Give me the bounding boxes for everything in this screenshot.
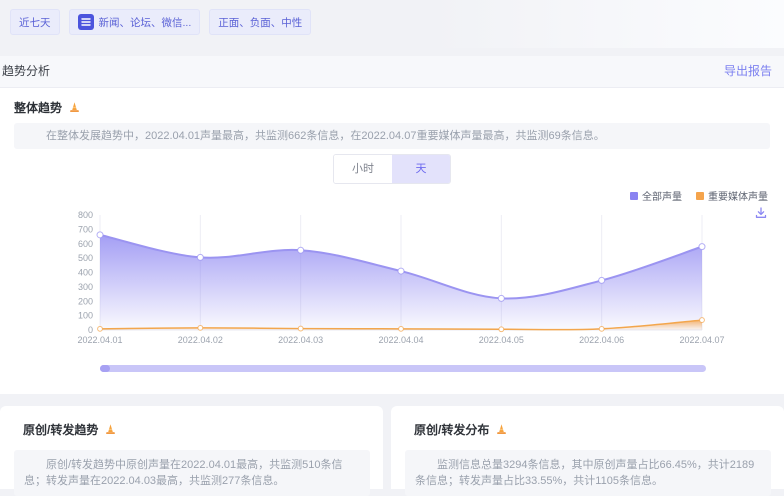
chip-media-sources[interactable]: 新闻、论坛、微信...: [68, 9, 201, 35]
svg-text:600: 600: [78, 239, 93, 249]
toggle-hour-button[interactable]: 小时: [334, 155, 392, 183]
svg-text:500: 500: [78, 253, 93, 263]
svg-text:300: 300: [78, 282, 93, 292]
chart-scrollbar[interactable]: [100, 365, 706, 372]
legend-swatch-total: [630, 191, 638, 200]
overall-summary-text: 在整体发展趋势中，2022.04.01声量最高，共监测662条信息，在2022.…: [14, 123, 770, 149]
award-cone-icon: [495, 423, 508, 436]
filter-chips: 近七天 新闻、论坛、微信... 正面、负面、中性: [10, 9, 312, 35]
chip-media-sources-label: 新闻、论坛、微信...: [98, 16, 192, 29]
svg-text:2022.04.05: 2022.04.05: [479, 335, 524, 345]
svg-text:2022.04.06: 2022.04.06: [579, 335, 624, 345]
download-chart-icon[interactable]: [754, 206, 768, 220]
overall-trend-card: 整体趋势 在整体发展趋势中，2022.04.01声量最高，共监测662条信息，在…: [0, 88, 784, 394]
award-cone-icon: [68, 101, 81, 114]
original-repost-trend-card: 原创/转发趋势 原创/转发趋势中原创声量在2022.04.01最高，共监测510…: [0, 406, 383, 496]
original-repost-trend-summary: 原创/转发趋势中原创声量在2022.04.01最高，共监测510条信息；转发声量…: [14, 450, 370, 496]
legend-swatch-media: [696, 191, 704, 200]
chip-date-range-label: 近七天: [19, 16, 51, 29]
svg-text:0: 0: [88, 325, 93, 335]
granularity-toggle: 小时 天: [333, 154, 451, 184]
legend-label-media: 重要媒体声量: [708, 192, 768, 203]
original-repost-distribution-card: 原创/转发分布 监测信息总量3294条信息，其中原创声量占比66.45%，共计2…: [391, 406, 784, 496]
original-repost-distribution-title: 原创/转发分布: [414, 423, 490, 437]
svg-text:2022.04.03: 2022.04.03: [278, 335, 323, 345]
svg-text:700: 700: [78, 224, 93, 234]
chart-legend: 全部声量 重要媒体声量: [630, 188, 768, 203]
chip-sentiment-label: 正面、负面、中性: [218, 16, 303, 29]
trend-area-chart: 0 100 200 300 400 500 600 700 800 2022.04.01 2022.…: [77, 210, 724, 345]
svg-text:400: 400: [78, 268, 93, 278]
scrollbar-handle[interactable]: [100, 365, 110, 372]
export-report-link[interactable]: 导出报告: [723, 64, 772, 78]
legend-item-total[interactable]: 全部声量: [630, 188, 682, 203]
toggle-day-button[interactable]: 天: [392, 155, 450, 183]
original-repost-trend-title: 原创/转发趋势: [23, 423, 99, 437]
svg-text:200: 200: [78, 296, 93, 306]
chip-sentiment[interactable]: 正面、负面、中性: [209, 9, 312, 35]
svg-text:100: 100: [78, 311, 93, 321]
legend-label-total: 全部声量: [642, 192, 682, 203]
svg-text:800: 800: [78, 210, 93, 220]
section-header: 趋势分析 导出报告: [0, 56, 784, 88]
list-filter-icon: [77, 14, 94, 30]
page-title: 趋势分析: [2, 64, 51, 78]
award-cone-icon: [104, 423, 117, 436]
svg-text:2022.04.02: 2022.04.02: [178, 335, 223, 345]
overall-trend-title: 整体趋势: [14, 101, 63, 115]
original-repost-distribution-summary: 监测信息总量3294条信息，其中原创声量占比66.45%，共计2189条信息；转…: [405, 450, 771, 496]
chip-date-range[interactable]: 近七天: [10, 9, 60, 35]
legend-item-media[interactable]: 重要媒体声量: [696, 188, 768, 203]
svg-text:2022.04.01: 2022.04.01: [77, 335, 122, 345]
svg-text:2022.04.04: 2022.04.04: [378, 335, 423, 345]
svg-text:2022.04.07: 2022.04.07: [679, 335, 724, 345]
